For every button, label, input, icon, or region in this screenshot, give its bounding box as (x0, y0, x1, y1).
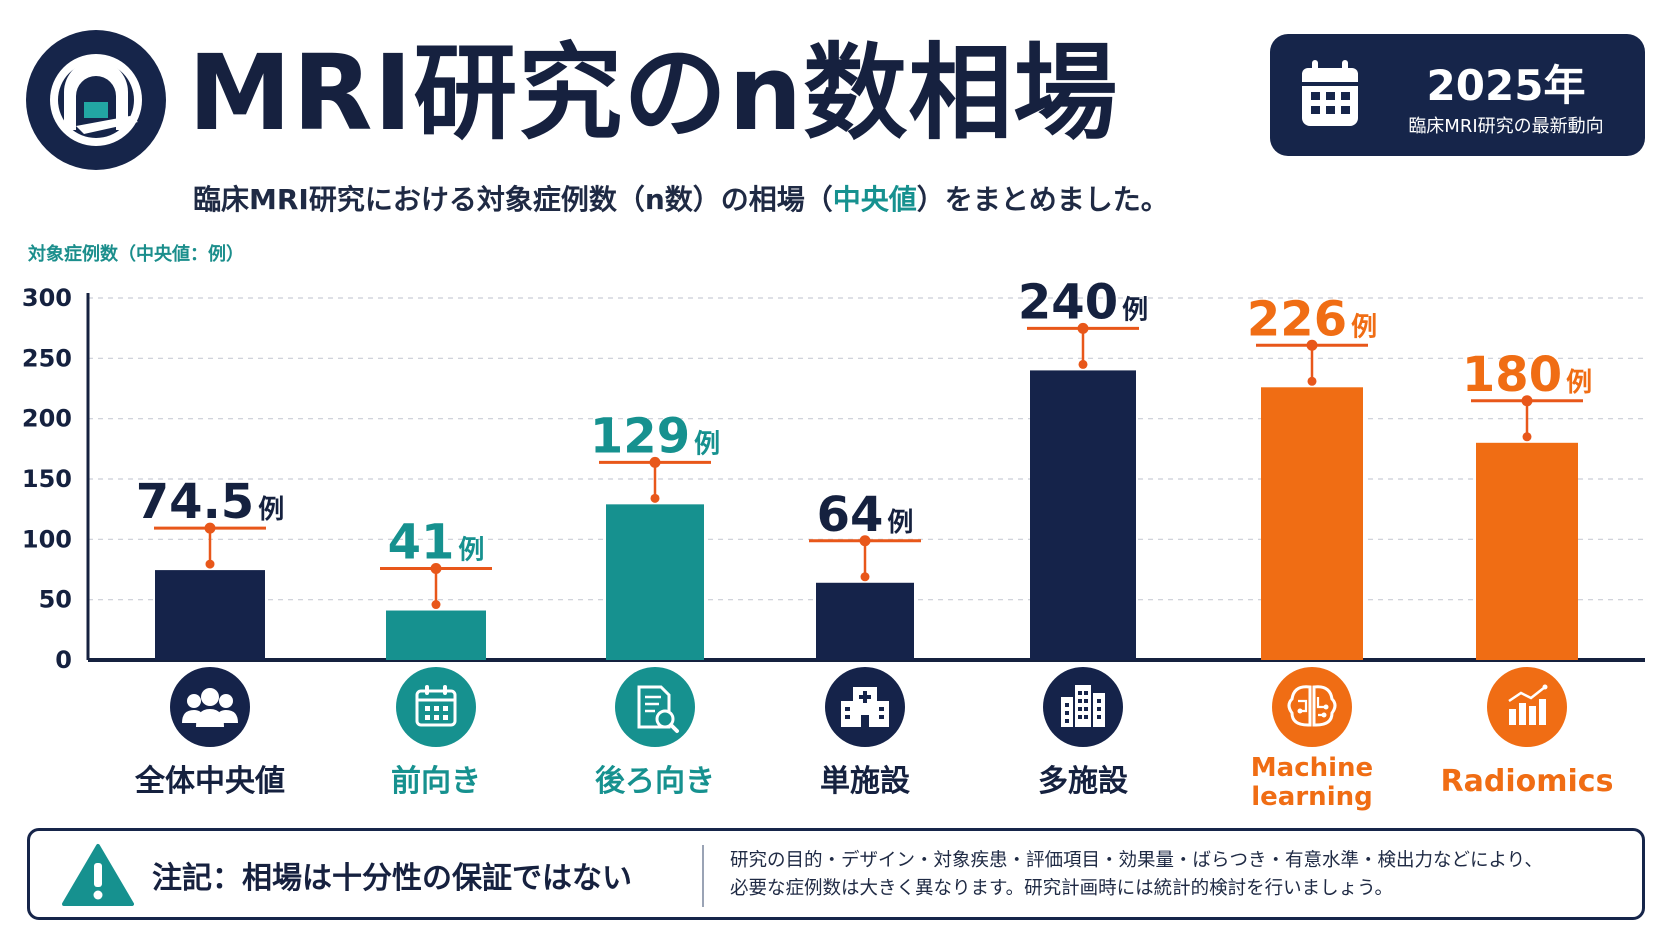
marker-dot (431, 600, 441, 610)
document-search-icon (637, 685, 679, 733)
marker-dot (649, 456, 661, 468)
y-tick-label: 150 (22, 465, 72, 493)
x-tick-label: 後ろ向き (595, 764, 715, 799)
x-tick-label: 全体中央値 (134, 764, 285, 799)
marker-dot (1306, 339, 1318, 351)
bar (816, 582, 914, 660)
marker-dot (860, 572, 870, 582)
year-badge: 2025年 臨床MRI研究の最新動向 (1270, 34, 1645, 156)
marker-dot (650, 493, 660, 503)
y-tick-label: 50 (39, 586, 72, 614)
calendar-icon (1298, 58, 1362, 130)
people-group-icon (182, 688, 238, 727)
warning-icon (62, 843, 134, 907)
note-body: 研究の目的・デザイン・対象疾患・評価項目・効果量・ばらつき・有意水準・検出力など… (730, 847, 1543, 903)
note-divider (702, 845, 704, 907)
bar (155, 570, 265, 660)
bar (1261, 387, 1363, 660)
y-axis-title: 対象症例数（中央値：例） (28, 244, 244, 265)
x-tick-label: Machine learning (1251, 753, 1373, 812)
category-icon-circle (1487, 667, 1567, 747)
note-box: 注記：相場は十分性の保証ではない 研究の目的・デザイン・対象疾患・評価項目・効果… (27, 828, 1645, 920)
note-line-2: 必要な症例数は大きく異なります。研究計画時には統計的検討を行いましょう。 (730, 878, 1394, 899)
y-tick-label: 0 (55, 646, 72, 674)
buildings-icon (1061, 685, 1105, 727)
data-label: 74.5 例 (136, 474, 284, 530)
category-icon-circle (1272, 667, 1352, 747)
brain-circuit-icon (1287, 685, 1337, 727)
subtitle-text-before: 臨床MRI研究における対象症例数（n数）の相場（ (193, 183, 833, 216)
data-label: 64 例 (817, 487, 914, 543)
x-tick-label: 多施設 (1038, 764, 1128, 799)
badge-year: 2025年 (1426, 61, 1586, 110)
x-tick-label: 単施設 (820, 764, 910, 799)
category-icon-circle (170, 667, 250, 747)
hospital-icon (841, 687, 889, 727)
category-icon-circle (615, 667, 695, 747)
marker-dot (1078, 359, 1088, 369)
data-label: 129 例 (590, 408, 720, 464)
y-tick-label: 250 (22, 344, 72, 372)
note-heading: 注記：相場は十分性の保証ではない (152, 861, 632, 896)
x-tick-label: Radiomics (1441, 764, 1614, 799)
y-tick-label: 100 (22, 525, 72, 553)
marker-dot (205, 559, 215, 569)
marker-dot (430, 563, 442, 575)
data-label: 226 例 (1247, 291, 1377, 347)
data-label: 41 例 (388, 515, 485, 571)
bar-chart: 0 50 100 150 200 250 300 74.5 例 41 例 129 例 64 例 240 例 226… (22, 274, 1645, 812)
y-tick-label: 300 (22, 284, 72, 312)
badge-subtitle: 臨床MRI研究の最新動向 (1408, 116, 1604, 137)
bar-chart-icon (1508, 684, 1548, 725)
page-title: MRI研究のn数相場 (188, 32, 1119, 154)
subtitle-highlight: 中央値 (832, 183, 917, 216)
marker-dot (859, 535, 871, 547)
data-label: 240 例 (1018, 274, 1148, 330)
marker-dot (1521, 395, 1533, 407)
note-line-1: 研究の目的・デザイン・対象疾患・評価項目・効果量・ばらつき・有意水準・検出力など… (730, 850, 1543, 871)
x-tick-label: 前向き (391, 764, 481, 799)
calendar-icon (415, 685, 457, 727)
y-tick-label: 200 (22, 405, 72, 433)
bar (606, 504, 704, 660)
page-subtitle: 臨床MRI研究における対象症例数（n数）の相場（中央値）をまとめました。 (193, 178, 1169, 218)
marker-dot (1522, 432, 1532, 442)
bar (386, 610, 486, 660)
bar (1476, 442, 1578, 660)
mri-scanner-icon (26, 30, 166, 170)
subtitle-text-after: ）をまとめました。 (916, 183, 1169, 216)
marker-dot (1077, 322, 1089, 334)
data-label: 180 例 (1462, 347, 1592, 403)
marker-dot (204, 522, 216, 534)
marker-dot (1307, 376, 1317, 386)
bar (1030, 370, 1136, 660)
